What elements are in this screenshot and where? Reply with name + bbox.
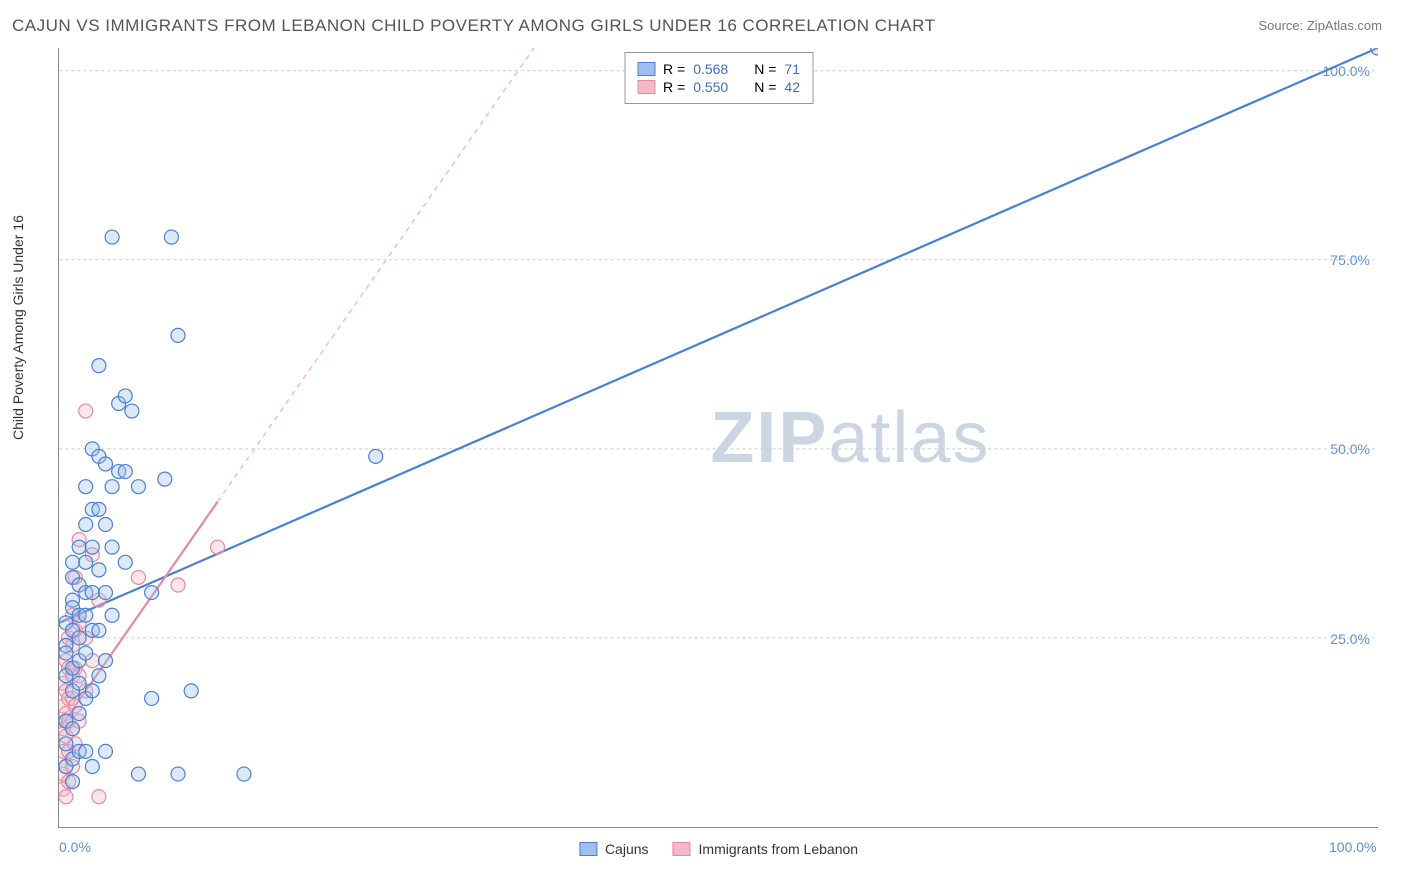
legend-item-lebanon: Immigrants from Lebanon: [673, 841, 859, 857]
series-legend: Cajuns Immigrants from Lebanon: [579, 841, 858, 857]
r-value-cajuns: 0.568: [693, 61, 728, 77]
x-tick-label: 0.0%: [59, 839, 91, 855]
swatch-cajuns-bottom: [579, 842, 597, 856]
n-value-lebanon: 42: [784, 79, 800, 95]
legend-item-cajuns: Cajuns: [579, 841, 649, 857]
legend-label-lebanon: Immigrants from Lebanon: [699, 841, 859, 857]
chart-title: CAJUN VS IMMIGRANTS FROM LEBANON CHILD P…: [12, 16, 936, 36]
legend-label-cajuns: Cajuns: [605, 841, 649, 857]
x-tick-label: 100.0%: [1329, 839, 1376, 855]
source-prefix: Source:: [1258, 18, 1306, 33]
legend-row-lebanon: R = 0.550 N = 42: [637, 79, 800, 95]
y-axis-label: Child Poverty Among Girls Under 16: [10, 215, 26, 440]
n-value-cajuns: 71: [784, 61, 800, 77]
swatch-lebanon: [637, 80, 655, 94]
plot-svg: [59, 48, 1378, 827]
swatch-cajuns: [637, 62, 655, 76]
n-label: N =: [754, 61, 776, 77]
correlation-legend: R = 0.568 N = 71 R = 0.550 N = 42: [624, 52, 813, 104]
source-attribution: Source: ZipAtlas.com: [1258, 18, 1382, 33]
r-value-lebanon: 0.550: [693, 79, 728, 95]
legend-row-cajuns: R = 0.568 N = 71: [637, 61, 800, 77]
r-label: R =: [663, 61, 685, 77]
swatch-lebanon-bottom: [673, 842, 691, 856]
chart-plot-area: ZIPatlas R = 0.568 N = 71 R = 0.550 N = …: [58, 48, 1378, 828]
source-name: ZipAtlas.com: [1307, 18, 1382, 33]
r-label: R =: [663, 79, 685, 95]
n-label: N =: [754, 79, 776, 95]
